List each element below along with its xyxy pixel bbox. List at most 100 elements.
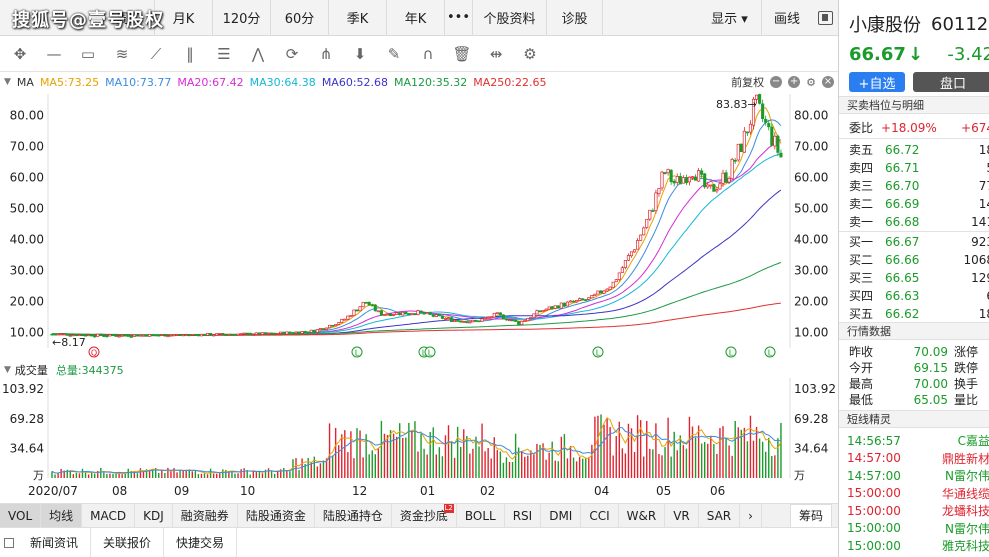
tabs-next-icon[interactable]: › <box>740 503 762 528</box>
event-marker-icon[interactable] <box>351 346 363 358</box>
adjust-dropdown[interactable]: 前复权 <box>731 76 765 89</box>
price-chart[interactable]: 80.00 80.00 70.00 70.00 60.00 60.00 50.00 50.00… <box>0 92 838 360</box>
period-120min[interactable]: 120分 <box>213 0 271 36</box>
candle-body <box>480 318 484 322</box>
short-row[interactable]: 14:57:00 N雷尔伟 <box>839 467 989 484</box>
tab-vr[interactable]: VR <box>665 503 699 528</box>
tab-ma[interactable]: 均线 <box>41 503 83 528</box>
ma30-value: MA30:64.38 <box>249 75 316 89</box>
ask-row[interactable]: 卖一 66.68 141 <box>839 213 989 230</box>
stock-title: 小康股份 601127 <box>839 12 989 37</box>
minus-icon[interactable]: − <box>770 76 783 88</box>
period-year[interactable]: 年K <box>387 0 445 36</box>
volume-chart[interactable]: 103.92 103.92 69.28 69.28 34.64 34.64 万 万 <box>0 378 838 482</box>
tab-rsi[interactable]: RSI <box>505 503 542 528</box>
line-icon[interactable]: — <box>46 44 62 63</box>
tab-hk-flow[interactable]: 陆股通资金 <box>238 503 315 528</box>
settings-icon[interactable]: ⚙ <box>806 75 816 89</box>
text-icon[interactable]: ☰ <box>217 44 231 63</box>
tab-wr[interactable]: W&R <box>619 503 666 528</box>
x-tick: 05 <box>656 484 672 498</box>
candle-body <box>724 172 728 183</box>
ma60-value: MA60:52.68 <box>321 75 389 89</box>
collapse-icon[interactable] <box>812 0 838 36</box>
bid-row[interactable]: 买二 66.66 1068 <box>839 251 989 268</box>
collapse-arrow-icon[interactable]: ▼ <box>4 365 11 375</box>
magnet-icon[interactable]: ∩ <box>422 44 434 63</box>
tab-cci[interactable]: CCI <box>581 503 619 528</box>
tab-vol[interactable]: VOL <box>0 503 42 528</box>
tab-dmi[interactable]: DMI <box>541 503 582 528</box>
diagnose-button[interactable]: 诊股 <box>547 0 603 36</box>
ask-row[interactable]: 卖五 66.72 18 <box>839 141 989 158</box>
period-week[interactable]: 周K <box>0 0 155 36</box>
candle-body <box>761 103 765 120</box>
stock-profile-button[interactable]: 个股资料 <box>473 0 547 36</box>
short-row[interactable]: 14:57:00 鼎胜新材 <box>839 450 989 467</box>
tab-related-quotes[interactable]: 关联报价 <box>91 527 165 557</box>
tab-hk-hold[interactable]: 陆股通持仓 <box>315 503 392 528</box>
collapse-icon[interactable] <box>0 528 18 557</box>
event-marker-icon[interactable] <box>725 346 737 358</box>
ask-row[interactable]: 卖二 66.69 14 <box>839 195 989 212</box>
short-time: 14:57:00 <box>847 468 901 483</box>
short-row[interactable]: 15:00:00 龙蟠科技 <box>839 502 989 519</box>
draw-line-button[interactable]: 画线 <box>773 12 800 27</box>
period-60min[interactable]: 60分 <box>271 0 329 36</box>
tab-kdj[interactable]: KDJ <box>135 503 173 528</box>
collapse-arrow-icon[interactable]: ▼ <box>4 77 11 87</box>
candle-body <box>385 313 390 316</box>
candle-body <box>459 320 463 323</box>
zigzag-icon[interactable]: ⋀ <box>251 44 265 63</box>
split-icon[interactable]: ⇹ <box>489 44 503 63</box>
cycle-icon[interactable]: ⟳ <box>285 44 299 63</box>
ask-row[interactable]: 卖三 66.70 77 <box>839 177 989 194</box>
bid-row[interactable]: 买五 66.62 18 <box>839 305 989 322</box>
candle-body <box>462 321 466 323</box>
fork-icon[interactable]: ⋔ <box>319 44 333 63</box>
channel-icon[interactable]: ‖ <box>186 44 194 63</box>
short-row[interactable]: 14:56:57 C嘉益 <box>839 432 989 449</box>
candle-body <box>193 334 197 336</box>
period-quarter[interactable]: 季K <box>329 0 387 36</box>
short-row[interactable]: 15:00:00 N雷尔伟 <box>839 520 989 537</box>
y-tick-right: 60.00 <box>794 171 828 185</box>
tab-boll[interactable]: BOLL <box>457 503 505 528</box>
tab-news[interactable]: 新闻资讯 <box>18 527 92 557</box>
tab-sar[interactable]: SAR <box>699 503 741 528</box>
pen-icon[interactable]: ✎ <box>387 44 401 63</box>
bid-row[interactable]: 买三 66.65 129 <box>839 269 989 286</box>
tab-margin[interactable]: 融资融券 <box>173 503 238 528</box>
bid-row[interactable]: 买一 66.67 923 <box>839 233 989 250</box>
settings-icon[interactable]: ⚙ <box>523 44 537 63</box>
bid-row[interactable]: 买四 66.63 6 <box>839 287 989 304</box>
event-marker-icon[interactable] <box>764 346 776 358</box>
short-row[interactable]: 15:00:00 华通线缆 <box>839 485 989 502</box>
candle-body <box>514 319 518 322</box>
more-button[interactable]: ••• <box>445 0 473 36</box>
period-month[interactable]: 月K <box>155 0 213 36</box>
candle-body <box>154 334 158 337</box>
crosshair-icon[interactable]: ✥ <box>13 44 27 63</box>
candle-body <box>526 318 530 321</box>
fan-icon[interactable]: ≋ <box>115 44 129 63</box>
ask-row[interactable]: 卖四 66.71 5 <box>839 159 989 176</box>
event-marker-icon[interactable] <box>88 346 100 358</box>
event-marker-icon[interactable] <box>592 346 604 358</box>
chip-button[interactable]: 筹码 <box>789 503 832 528</box>
add-watchlist-button[interactable]: +自选 <box>849 72 905 92</box>
short-row[interactable]: 15:00:00 雅克科技 <box>839 537 989 554</box>
close-icon[interactable]: × <box>822 76 834 88</box>
event-marker-icon[interactable] <box>424 346 436 358</box>
trash-icon[interactable]: 🗑 <box>452 44 472 63</box>
rect-icon[interactable]: ▭ <box>80 44 96 63</box>
tab-quick-trade[interactable]: 快捷交易 <box>164 527 238 557</box>
tab-bottom-fishing[interactable]: 资金抄底 L2 <box>392 503 457 528</box>
arrow-icon[interactable]: ⬇ <box>353 44 367 63</box>
tab-macd[interactable]: MACD <box>82 503 136 528</box>
plus-icon[interactable]: + <box>788 76 801 88</box>
board-button[interactable]: 盘口 <box>913 72 989 92</box>
candle-body <box>538 310 542 313</box>
display-dropdown[interactable]: 显示 ▾ <box>698 0 762 36</box>
wave-icon[interactable]: ⟋ <box>150 44 162 63</box>
